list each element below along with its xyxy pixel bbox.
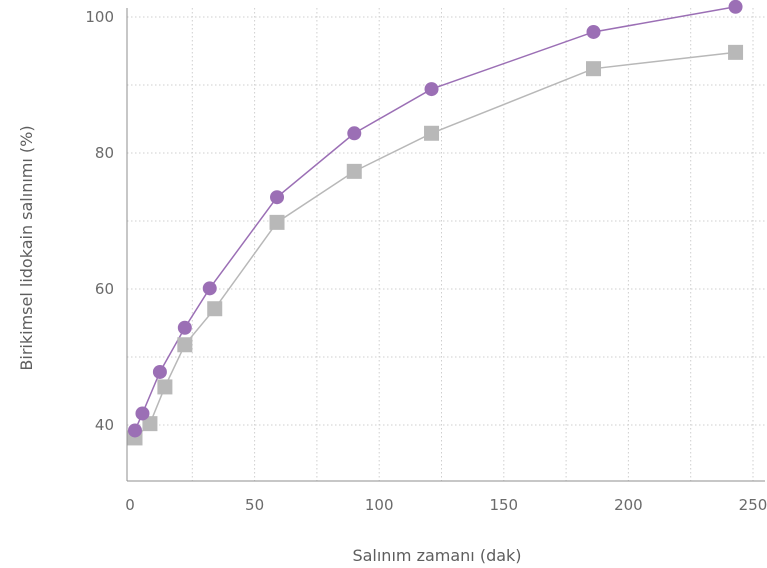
data-point-circle — [127, 423, 142, 438]
series-markers — [127, 0, 744, 446]
data-point-circle — [424, 82, 439, 97]
x-axis-title: Salınım zamanı (dak) — [352, 546, 521, 565]
x-tick-label: 150 — [489, 496, 518, 514]
data-point-circle — [586, 24, 601, 39]
data-point-circle — [202, 281, 217, 296]
data-point-circle — [728, 0, 743, 14]
x-tick-label: 50 — [245, 496, 264, 514]
data-point-square — [728, 44, 744, 60]
data-point-square — [269, 214, 285, 230]
series-lines — [134, 6, 736, 439]
x-tick-label: 200 — [614, 496, 643, 514]
series-line-circle — [134, 6, 736, 431]
x-tick-label: 0 — [125, 496, 135, 514]
data-point-circle — [270, 190, 285, 205]
series-line-square — [134, 51, 736, 439]
data-point-square — [142, 416, 158, 432]
y-axis-title: Birikimsel lidokain salınımı (%) — [17, 125, 36, 370]
x-tick-label: 250 — [739, 496, 767, 514]
data-point-square — [424, 125, 440, 141]
data-point-square — [586, 61, 602, 77]
data-point-circle — [135, 406, 150, 421]
y-tick-label: 80 — [95, 144, 114, 162]
data-point-circle — [347, 126, 362, 141]
x-tick-label: 100 — [365, 496, 394, 514]
grid-lines — [127, 8, 765, 481]
y-tick-label: 60 — [95, 280, 114, 298]
data-point-square — [157, 379, 173, 395]
axes — [126, 8, 765, 482]
data-point-square — [346, 163, 362, 179]
data-point-circle — [152, 364, 167, 379]
tick-labels: 0 50 100 150 200 250 40 60 80 100 — [85, 8, 767, 514]
data-point-square — [177, 337, 193, 353]
data-point-circle — [177, 320, 192, 335]
data-point-square — [207, 301, 223, 317]
y-tick-label: 100 — [85, 8, 114, 26]
y-tick-label: 40 — [95, 416, 114, 434]
